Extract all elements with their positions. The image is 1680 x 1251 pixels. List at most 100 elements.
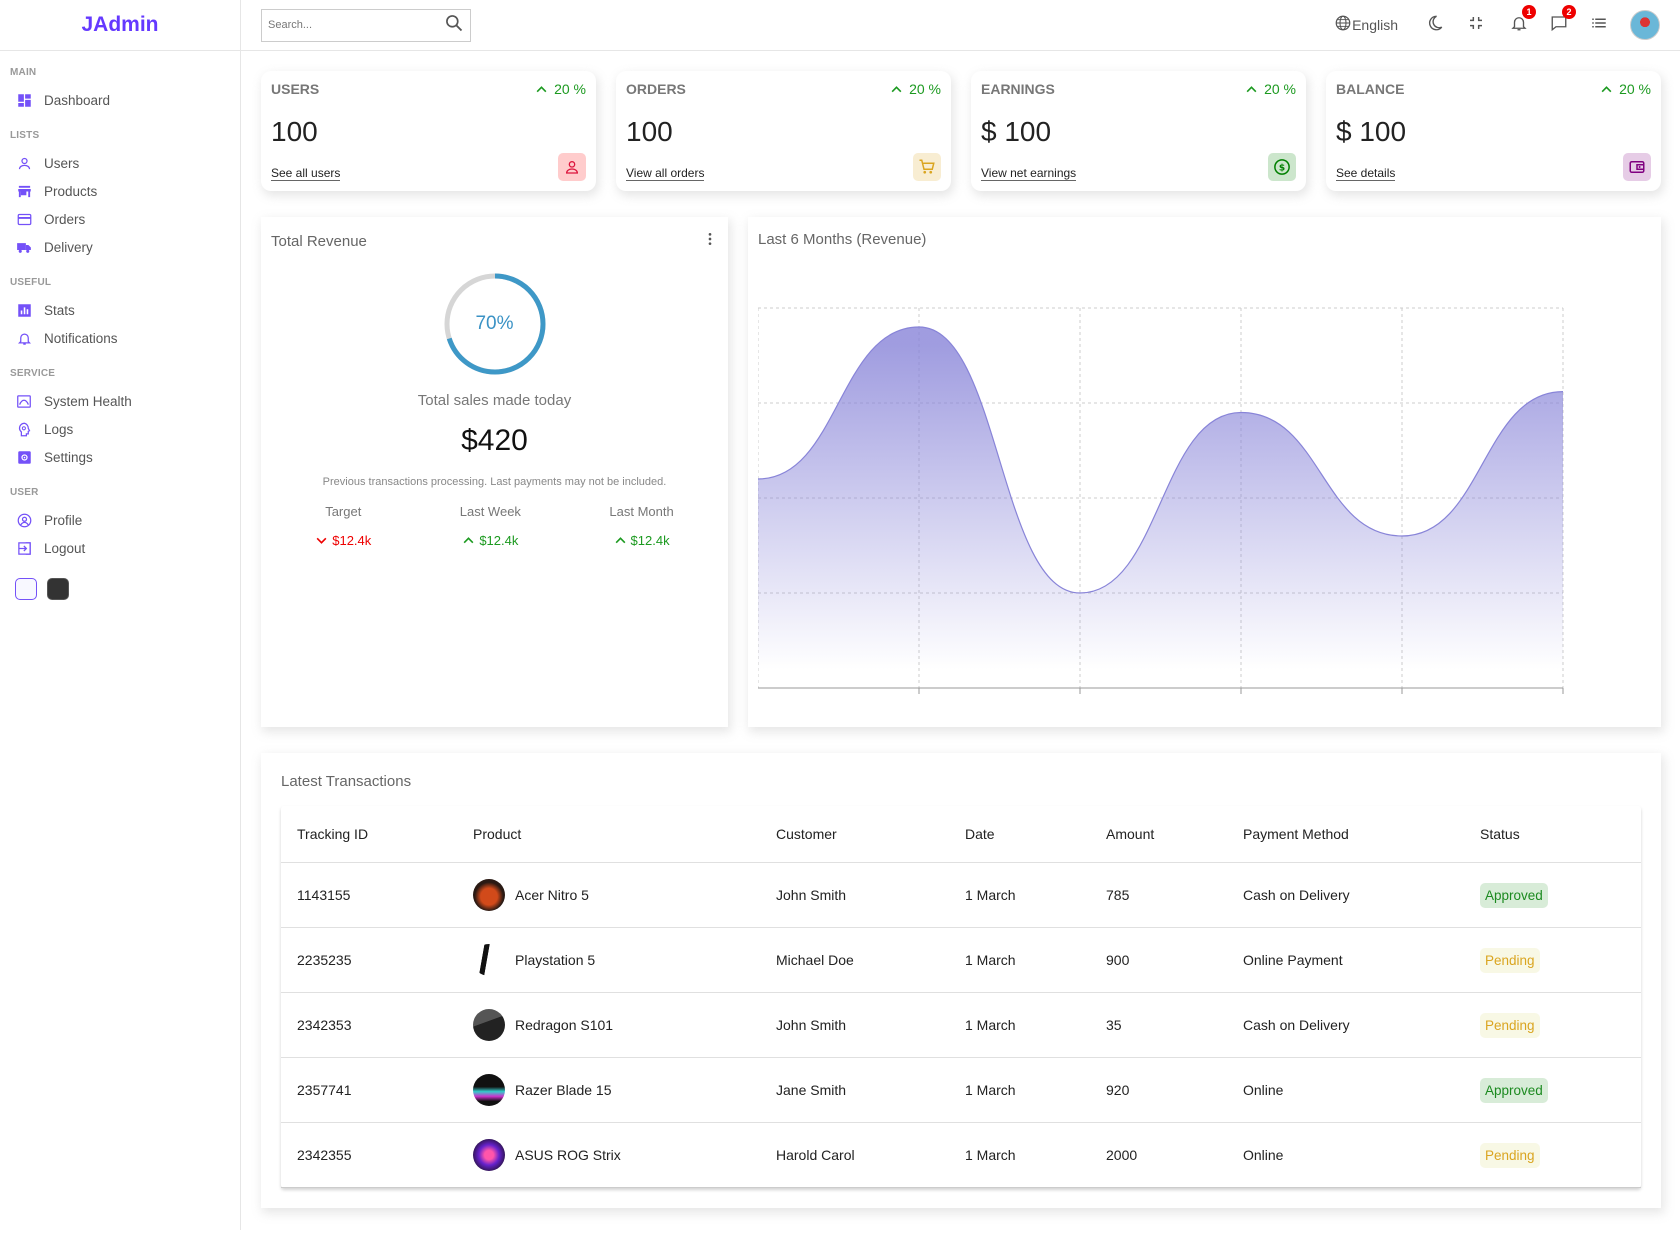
column-header-tracking-id[interactable]: Tracking ID: [281, 806, 457, 863]
table-row[interactable]: 1143155 Acer Nitro 5 John Smith 1 March …: [281, 862, 1641, 928]
widget-link[interactable]: View all orders: [626, 166, 705, 181]
x-tick-label: March: [1061, 697, 1100, 698]
sidebar-item-settings[interactable]: Settings: [10, 443, 240, 471]
featured-title: Total Revenue: [271, 233, 367, 250]
fullscreen-exit-button[interactable]: [1468, 15, 1484, 36]
column-header-product[interactable]: Product: [457, 806, 760, 863]
widget-users: USERS 100 See all users 20 %: [261, 71, 596, 191]
featured-label: Total sales made today: [417, 392, 572, 409]
list-menu-button[interactable]: [1590, 14, 1608, 37]
settings-icon: [16, 449, 32, 465]
tracking-id-cell: 2235235: [281, 927, 457, 993]
column-header-payment-method[interactable]: Payment Method: [1227, 806, 1464, 863]
sidebar-section-title: LISTS: [10, 130, 40, 141]
cart-icon[interactable]: [913, 153, 941, 181]
product-wrapper: Acer Nitro 5: [473, 878, 760, 911]
widget-link[interactable]: View net earnings: [981, 166, 1077, 181]
notifications-button[interactable]: 1: [1510, 4, 1536, 37]
sidebar-section-main: MAIN Dashboard: [10, 67, 240, 114]
user-icon: [16, 155, 32, 171]
sidebar-item-notifications[interactable]: Notifications: [10, 324, 240, 352]
sidebar-item-users[interactable]: Users: [10, 149, 240, 177]
dark-theme-option[interactable]: [47, 578, 69, 600]
logo[interactable]: JAdmin: [81, 13, 159, 36]
product-thumbnail: [473, 1073, 505, 1106]
column-header-date[interactable]: Date: [949, 806, 1090, 863]
charts-row: Total Revenue 70% Total sales made today: [261, 217, 1661, 727]
sidebar-item-system-health[interactable]: System Health: [10, 387, 240, 415]
tracking-id-cell: 2342353: [281, 992, 457, 1058]
sidebar-item-products[interactable]: Products: [10, 177, 240, 205]
column-header-customer[interactable]: Customer: [760, 806, 949, 863]
column-header-status[interactable]: Status: [1464, 806, 1641, 863]
search-icon[interactable]: [444, 13, 464, 38]
more-vert-icon[interactable]: [702, 231, 718, 252]
table-row[interactable]: 2342355 ASUS ROG Strix Harold Carol 1 Ma…: [281, 1122, 1641, 1188]
status-badge: Pending: [1480, 1012, 1540, 1038]
arrow-down-icon: [315, 534, 328, 547]
status-badge: Approved: [1480, 1077, 1548, 1103]
widget-link[interactable]: See all users: [271, 166, 341, 181]
search-box: [261, 8, 471, 42]
light-theme-option[interactable]: [15, 578, 37, 600]
progress-ring: 70%: [443, 272, 547, 376]
area-fill: [758, 327, 1563, 688]
x-tick-label: May: [1389, 697, 1415, 698]
product-cell: Redragon S101: [457, 992, 760, 1058]
widget-counter: $ 100: [1336, 115, 1407, 147]
sidebar-item-delivery[interactable]: Delivery: [10, 233, 240, 261]
messages-button[interactable]: 2: [1550, 4, 1576, 37]
featured-description: Previous transactions processing. Last p…: [322, 476, 667, 488]
money-icon[interactable]: $: [1268, 153, 1296, 181]
dark-mode-toggle[interactable]: [1426, 14, 1444, 37]
navbar: English 1 2: [241, 0, 1680, 51]
status-cell: Pending: [1464, 927, 1641, 993]
date-cell: 1 March: [949, 1057, 1090, 1123]
payment-method-cell: Online: [1227, 1057, 1464, 1123]
language-selector[interactable]: English: [1334, 14, 1398, 37]
column-header-amount[interactable]: Amount: [1090, 806, 1227, 863]
sidebar-item-label: Logout: [44, 540, 86, 556]
table-row[interactable]: 2357741 Razer Blade 15 Jane Smith 1 Marc…: [281, 1057, 1641, 1123]
widgets-row: USERS 100 See all users 20 % ORDERS 100 …: [261, 71, 1661, 191]
widget-right: 20 %: [1600, 81, 1651, 181]
avatar: [1630, 10, 1660, 40]
amount-cell: 900: [1090, 927, 1227, 993]
sidebar-item-profile[interactable]: Profile: [10, 506, 240, 534]
search-input[interactable]: [268, 19, 444, 31]
widget-percentage-value: 20 %: [1264, 81, 1296, 97]
status-badge: Pending: [1480, 947, 1540, 973]
widget-right: 20 % $: [1245, 81, 1296, 181]
widget-earnings: EARNINGS $ 100 View net earnings 20 % $: [971, 71, 1306, 191]
sidebar-item-logout[interactable]: Logout: [10, 534, 240, 562]
person-icon[interactable]: [558, 153, 586, 181]
sidebar-item-orders[interactable]: Orders: [10, 205, 240, 233]
amount-cell: 920: [1090, 1057, 1227, 1123]
table-row[interactable]: 2342353 Redragon S101 John Smith 1 March…: [281, 992, 1641, 1058]
widget-right: 20 %: [535, 81, 586, 181]
sidebar-item-stats[interactable]: Stats: [10, 296, 240, 324]
sidebar-section-service: SERVICE System Health Logs Settings: [10, 368, 240, 471]
product-cell: Playstation 5: [457, 927, 760, 993]
widget-link[interactable]: See details: [1336, 166, 1396, 181]
table-row[interactable]: 2235235 Playstation 5 Michael Doe 1 Marc…: [281, 927, 1641, 993]
table-body: 1143155 Acer Nitro 5 John Smith 1 March …: [281, 862, 1641, 1188]
summary-item: Target $12.4k: [315, 504, 371, 548]
sidebar-item-dashboard[interactable]: Dashboard: [10, 86, 240, 114]
sidebar-section-useful: USEFUL Stats Notifications: [10, 277, 240, 352]
notifications-counter: 1: [1522, 4, 1536, 19]
sidebar-section-title: USER: [10, 487, 39, 498]
sidebar-item-logs[interactable]: Logs: [10, 415, 240, 443]
widget-percentage-value: 20 %: [554, 81, 586, 97]
sidebar-item-label: Stats: [44, 302, 75, 318]
summary-value: $12.4k: [630, 533, 670, 548]
product-wrapper: Redragon S101: [473, 1008, 760, 1041]
featured-summary: Target $12.4k Last Week $12.4k Last Mont…: [271, 504, 718, 548]
summary-title: Last Week: [459, 504, 521, 519]
wallet-icon[interactable]: [1623, 153, 1651, 181]
transactions-table: Tracking ID Product Customer Date Amount Paym…: [281, 806, 1641, 1188]
arrow-up-icon: [890, 83, 903, 96]
profile-avatar-button[interactable]: [1630, 10, 1660, 40]
chart-icon: [16, 302, 32, 318]
language-label: English: [1352, 17, 1398, 33]
